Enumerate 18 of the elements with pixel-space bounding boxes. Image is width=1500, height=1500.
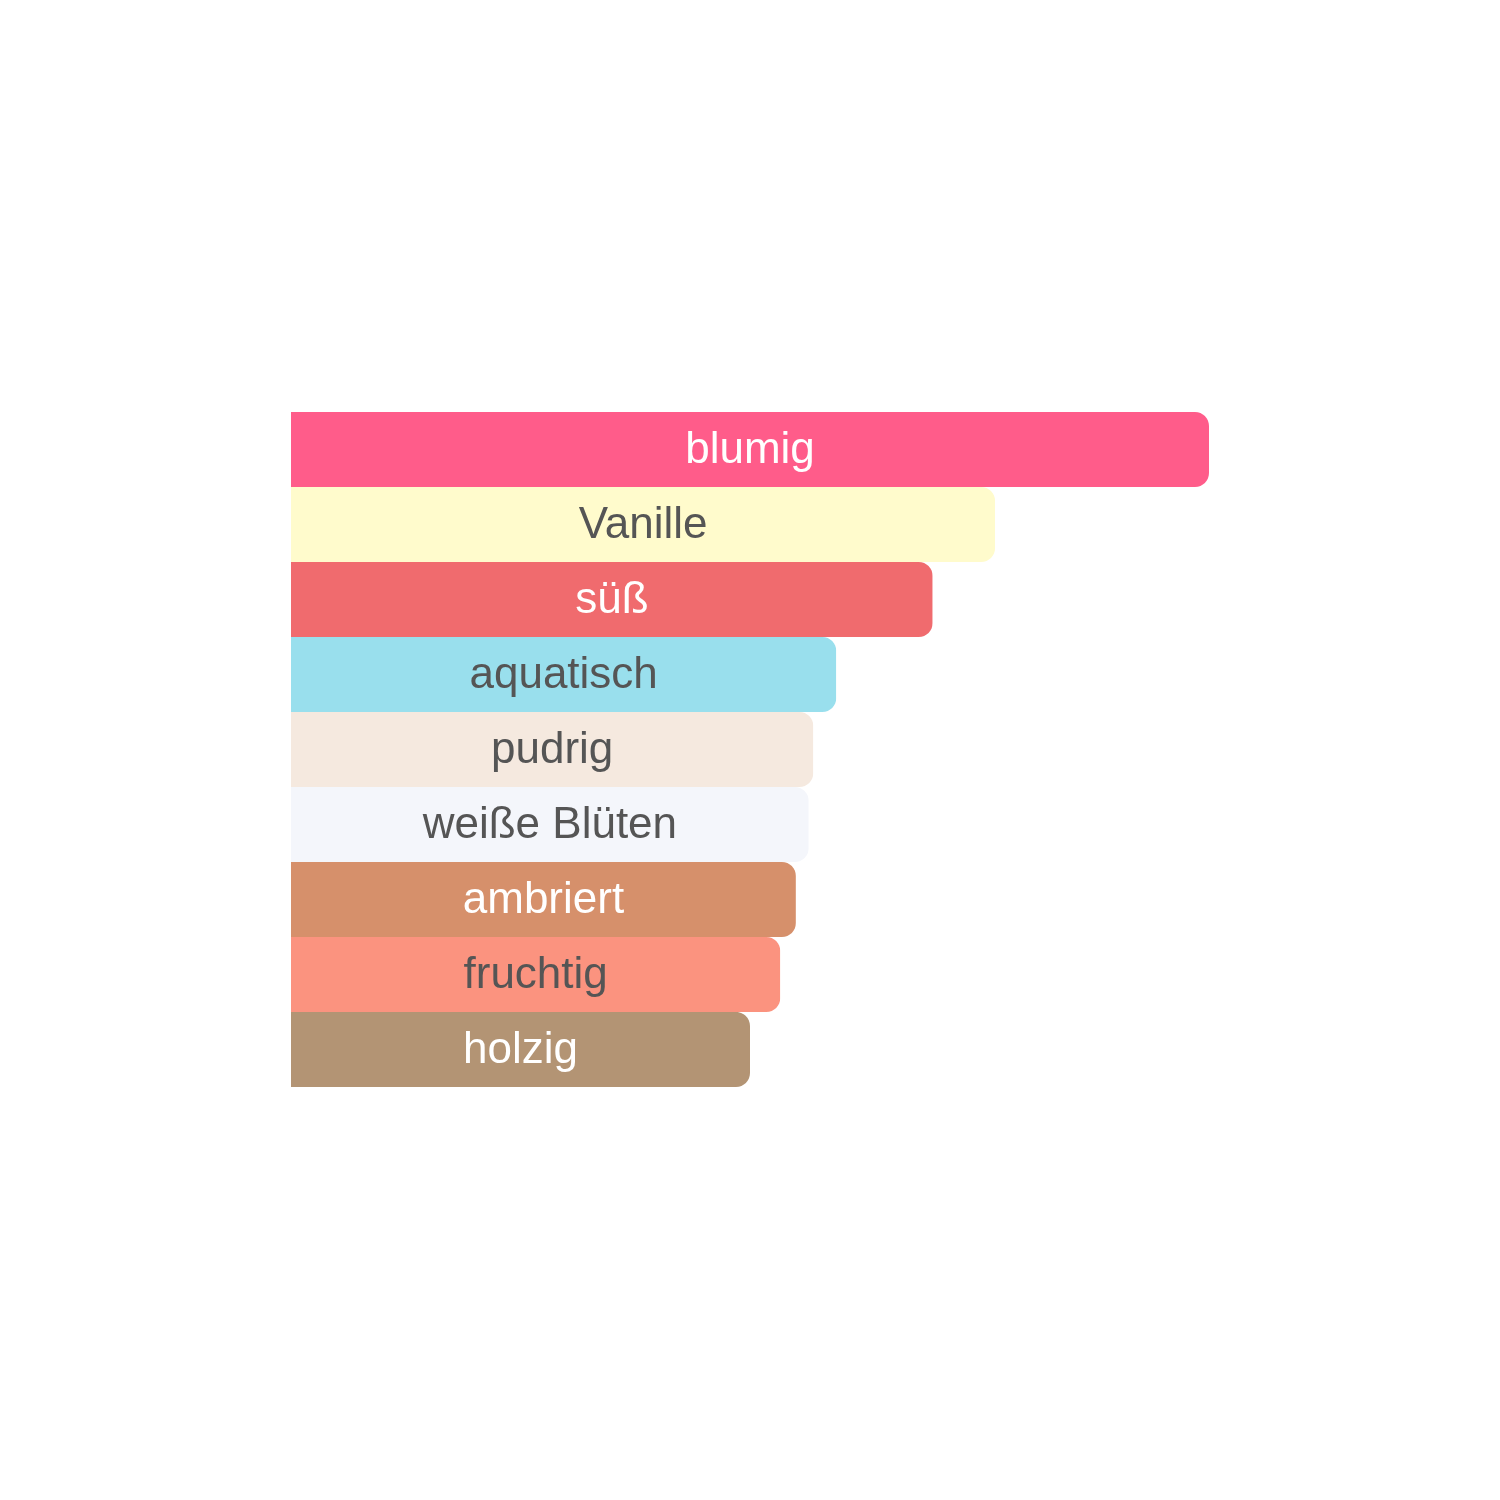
bar: [291, 937, 781, 1012]
y-tick-label: aquatisch: [469, 647, 658, 697]
bar: [291, 1012, 750, 1087]
y-tick-label: weiße Blüten: [421, 797, 678, 847]
bar: [291, 787, 809, 862]
bar: [291, 487, 996, 562]
bar: [291, 412, 1209, 487]
bar: [291, 637, 837, 712]
y-tick-label: blumig: [685, 422, 815, 472]
y-tick-label: holzig: [463, 1022, 578, 1072]
y-tick-label: ambriert: [462, 872, 625, 922]
y-tick-label: süß: [575, 572, 649, 622]
y-tick-label: pudrig: [491, 722, 614, 772]
bar: [291, 562, 933, 637]
bar: [291, 862, 796, 937]
y-tick-label: Vanille: [578, 497, 708, 547]
y-tick-label: fruchtig: [463, 947, 608, 997]
bar: [291, 712, 814, 787]
